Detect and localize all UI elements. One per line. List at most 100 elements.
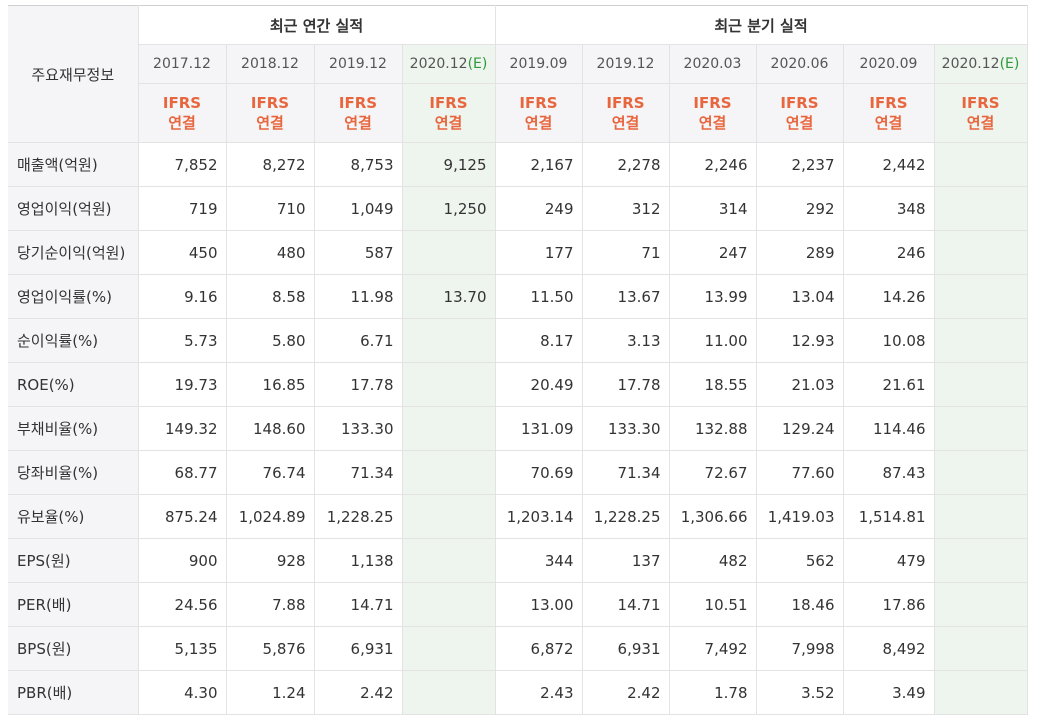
period-label: 2018.12 bbox=[241, 56, 299, 72]
quarterly-value-cell: 77.60 bbox=[755, 450, 844, 495]
annual-value-cell: 8,272 bbox=[225, 142, 315, 187]
table-row: 순이익률(%) 5.73 5.80 6.71 8.17 3.13 11.00 12.93 10.… bbox=[8, 318, 1028, 363]
financial-summary-table: 주요재무정보 최근 연간 실적 최근 분기 실적 2017.12 2018.12 2… bbox=[8, 5, 1028, 715]
annual-value-cell: 2.42 bbox=[313, 670, 403, 715]
quarterly-value-cell: 13.99 bbox=[668, 274, 757, 319]
annual-value-cell bbox=[401, 230, 496, 275]
quarterly-value-cell: 479 bbox=[842, 538, 935, 583]
period-label: 2020.12 bbox=[409, 56, 468, 72]
annual-value-cell: 24.56 bbox=[137, 582, 227, 627]
consolidated-label: 연결 bbox=[344, 114, 372, 132]
quarterly-value-cell bbox=[933, 362, 1028, 407]
quarterly-value-cell: 17.86 bbox=[842, 582, 935, 627]
annual-value-cell: 11.98 bbox=[313, 274, 403, 319]
annual-value-cell: 17.78 bbox=[313, 362, 403, 407]
annual-value-cell: 1.24 bbox=[225, 670, 315, 715]
annual-value-cell: 7.88 bbox=[225, 582, 315, 627]
row-label: ROE(%) bbox=[8, 362, 139, 407]
table-row: 당기순이익(억원) 450 480 587 177 71 247 289 246 bbox=[8, 230, 1028, 275]
quarterly-value-cell: 71.34 bbox=[581, 450, 670, 495]
row-title-header: 주요재무정보 bbox=[8, 5, 139, 143]
row-label: 순이익률(%) bbox=[8, 318, 139, 363]
annual-period-header: 2018.12 bbox=[225, 44, 315, 84]
annual-value-cell: 710 bbox=[225, 186, 315, 231]
consolidated-label: 연결 bbox=[256, 114, 284, 132]
quarterly-value-cell: 562 bbox=[755, 538, 844, 583]
quarterly-value-cell: 177 bbox=[494, 230, 583, 275]
quarterly-value-cell: 2,246 bbox=[668, 142, 757, 187]
ifrs-basis-header: IFRS 연결 bbox=[933, 83, 1028, 143]
period-label: 2019.12 bbox=[596, 56, 655, 72]
annual-group-header: 최근 연간 실적 bbox=[137, 5, 496, 45]
annual-value-cell: 148.60 bbox=[225, 406, 315, 451]
annual-value-cell bbox=[401, 406, 496, 451]
table-row: 영업이익(억원) 719 710 1,049 1,250 249 312 314 292 348 bbox=[8, 186, 1028, 231]
annual-value-cell: 6,931 bbox=[313, 626, 403, 671]
quarterly-value-cell: 7,492 bbox=[668, 626, 757, 671]
annual-value-cell: 149.32 bbox=[137, 406, 227, 451]
table-row: 부채비율(%) 149.32 148.60 133.30 131.09 133.30 132… bbox=[8, 406, 1028, 451]
quarterly-value-cell: 137 bbox=[581, 538, 670, 583]
quarterly-group-header: 최근 분기 실적 bbox=[494, 5, 1028, 45]
quarterly-value-cell bbox=[933, 186, 1028, 231]
annual-value-cell bbox=[401, 450, 496, 495]
quarterly-value-cell: 2,167 bbox=[494, 142, 583, 187]
ifrs-basis-header: IFRS 연결 bbox=[313, 83, 403, 143]
annual-value-cell: 8.58 bbox=[225, 274, 315, 319]
quarterly-value-cell: 314 bbox=[668, 186, 757, 231]
annual-value-cell: 19.73 bbox=[137, 362, 227, 407]
quarterly-value-cell: 70.69 bbox=[494, 450, 583, 495]
ifrs-label: IFRS bbox=[606, 94, 645, 112]
annual-value-cell: 133.30 bbox=[313, 406, 403, 451]
quarterly-value-cell: 132.88 bbox=[668, 406, 757, 451]
annual-value-cell: 1,024.89 bbox=[225, 494, 315, 539]
quarterly-value-cell: 10.51 bbox=[668, 582, 757, 627]
table-row: 매출액(억원) 7,852 8,272 8,753 9,125 2,167 2,278 2,2… bbox=[8, 142, 1028, 187]
quarterly-value-cell: 312 bbox=[581, 186, 670, 231]
consolidated-label: 연결 bbox=[434, 114, 463, 132]
table-row: BPS(원) 5,135 5,876 6,931 6,872 6,931 7,492 7,99… bbox=[8, 626, 1028, 671]
quarterly-period-header: 2020.06 bbox=[755, 44, 844, 84]
ifrs-label: IFRS bbox=[961, 94, 1000, 112]
row-label: EPS(원) bbox=[8, 538, 139, 583]
quarterly-value-cell bbox=[933, 494, 1028, 539]
quarterly-value-cell: 18.55 bbox=[668, 362, 757, 407]
quarterly-value-cell: 12.93 bbox=[755, 318, 844, 363]
quarterly-value-cell: 3.13 bbox=[581, 318, 670, 363]
table-row: EPS(원) 900 928 1,138 344 137 482 562 479 bbox=[8, 538, 1028, 583]
annual-period-header: 2019.12 bbox=[313, 44, 403, 84]
estimate-suffix: (E) bbox=[467, 56, 488, 72]
quarterly-value-cell: 289 bbox=[755, 230, 844, 275]
annual-value-cell: 1,228.25 bbox=[313, 494, 403, 539]
annual-period-header: 2020.12(E) bbox=[401, 44, 496, 84]
quarterly-value-cell: 1.78 bbox=[668, 670, 757, 715]
quarterly-value-cell: 1,514.81 bbox=[842, 494, 935, 539]
quarterly-value-cell: 6,931 bbox=[581, 626, 670, 671]
quarterly-value-cell: 14.26 bbox=[842, 274, 935, 319]
quarterly-value-cell bbox=[933, 670, 1028, 715]
row-label: 부채비율(%) bbox=[8, 406, 139, 451]
ifrs-label: IFRS bbox=[519, 94, 558, 112]
quarterly-period-header: 2019.09 bbox=[494, 44, 583, 84]
quarterly-value-cell: 13.67 bbox=[581, 274, 670, 319]
quarterly-value-cell: 13.00 bbox=[494, 582, 583, 627]
consolidated-label: 연결 bbox=[966, 114, 995, 132]
quarterly-value-cell: 11.50 bbox=[494, 274, 583, 319]
row-label: PBR(배) bbox=[8, 670, 139, 715]
ifrs-label: IFRS bbox=[429, 94, 468, 112]
ifrs-label: IFRS bbox=[338, 94, 378, 112]
quarterly-value-cell: 249 bbox=[494, 186, 583, 231]
row-label: 매출액(억원) bbox=[8, 142, 139, 187]
annual-value-cell: 450 bbox=[137, 230, 227, 275]
period-label: 2020.06 bbox=[770, 56, 829, 72]
table-header: 주요재무정보 최근 연간 실적 최근 분기 실적 2017.12 2018.12 2… bbox=[8, 5, 1028, 143]
consolidated-label: 연결 bbox=[168, 114, 196, 132]
quarterly-value-cell: 131.09 bbox=[494, 406, 583, 451]
annual-value-cell: 9.16 bbox=[137, 274, 227, 319]
quarterly-value-cell: 21.61 bbox=[842, 362, 935, 407]
consolidated-label: 연결 bbox=[611, 114, 640, 132]
quarterly-value-cell: 1,419.03 bbox=[755, 494, 844, 539]
quarterly-value-cell: 10.08 bbox=[842, 318, 935, 363]
annual-value-cell bbox=[401, 538, 496, 583]
annual-value-cell bbox=[401, 670, 496, 715]
